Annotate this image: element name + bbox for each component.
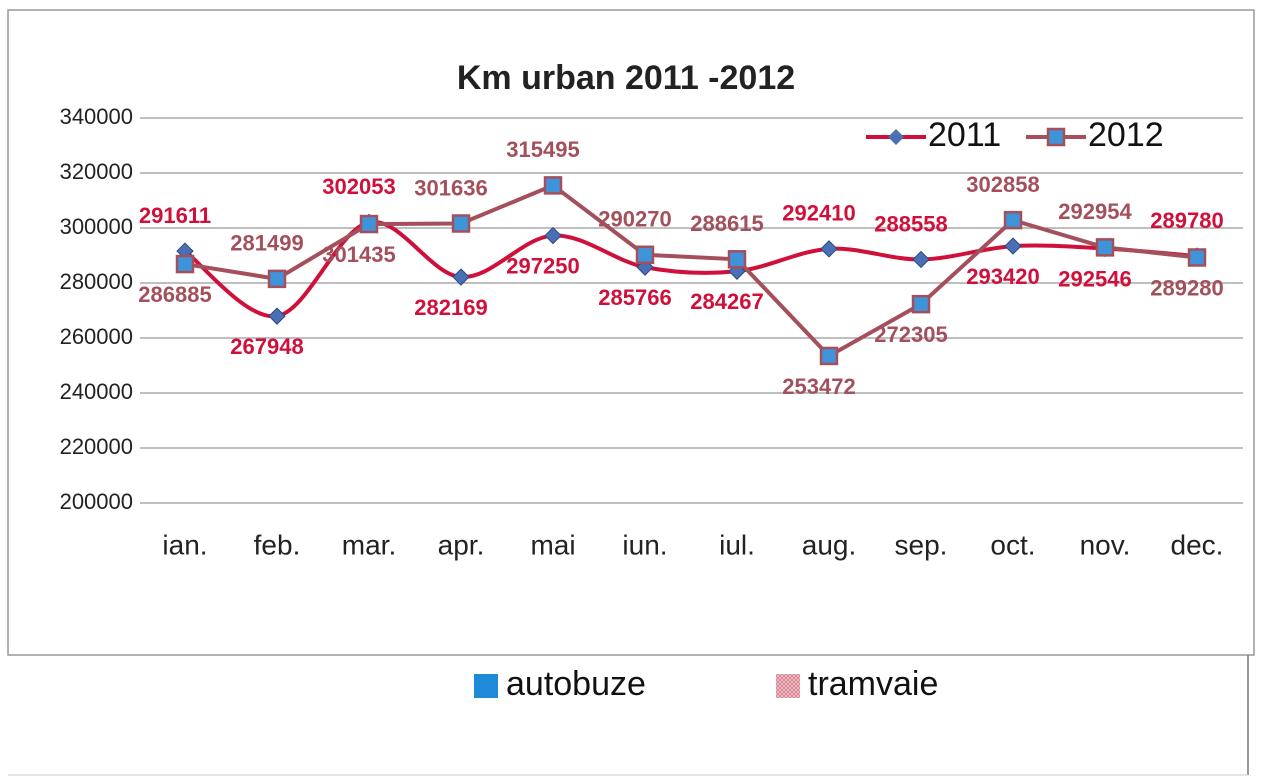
marker (359, 214, 379, 234)
marker (636, 258, 654, 276)
legend-swatch (474, 674, 498, 698)
marker (820, 240, 838, 258)
marker (1187, 248, 1207, 267)
data-label: 284267 (690, 289, 763, 314)
marker (543, 176, 563, 195)
data-label: 297250 (506, 253, 579, 278)
marker (911, 294, 931, 314)
legend-swatch (776, 674, 800, 698)
data-label: 315495 (506, 137, 579, 162)
x-tick-label: feb. (254, 529, 301, 560)
x-tick-label: aug. (802, 529, 857, 560)
data-label: 286885 (138, 282, 211, 307)
data-label: 289780 (1150, 208, 1223, 233)
y-tick-label: 280000 (60, 269, 133, 294)
y-tick-label: 220000 (60, 434, 133, 459)
marker (267, 269, 287, 289)
data-label: 292546 (1058, 266, 1131, 291)
marker (1095, 238, 1115, 257)
y-tick-label: 260000 (60, 324, 133, 349)
data-label: 292954 (1058, 199, 1132, 224)
marker (452, 268, 470, 286)
legend-marker (888, 129, 904, 145)
y-tick-label: 340000 (60, 104, 133, 129)
x-tick-label: nov. (1080, 529, 1131, 560)
data-label: 288558 (874, 211, 947, 236)
legend-marker (1046, 127, 1066, 147)
marker (912, 250, 930, 269)
chart-title: Km urban 2011 -2012 (457, 59, 795, 97)
x-tick-label: iul. (719, 529, 755, 560)
x-tick-label: apr. (438, 529, 485, 560)
data-label: 285766 (598, 285, 671, 310)
marker (635, 245, 655, 265)
marker (268, 307, 286, 325)
x-tick-label: oct. (990, 529, 1035, 560)
marker (175, 254, 195, 274)
data-label: 267948 (230, 334, 303, 359)
marker (451, 214, 471, 233)
x-tick-label: mai (530, 529, 575, 560)
x-tick-label: iun. (622, 529, 667, 560)
x-tick-label: sep. (895, 529, 948, 560)
x-tick-label: dec. (1171, 529, 1224, 560)
marker (727, 250, 747, 269)
data-label: 272305 (874, 322, 947, 347)
legend-label: 2011 (928, 116, 1001, 154)
data-label: 292410 (782, 201, 855, 226)
legend-label: tramvaie (808, 665, 938, 703)
data-label: 301435 (322, 242, 395, 267)
y-tick-label: 200000 (60, 489, 133, 514)
data-label: 253472 (782, 374, 855, 399)
marker (1003, 210, 1023, 230)
x-tick-label: ian. (162, 529, 207, 560)
legend-label: 2012 (1088, 116, 1164, 154)
y-tick-label: 240000 (60, 379, 133, 404)
legend-label: autobuze (506, 665, 646, 703)
data-label: 290270 (598, 207, 671, 232)
data-label: 289280 (1150, 275, 1223, 300)
data-label: 293420 (966, 264, 1039, 289)
data-label: 281499 (230, 231, 303, 256)
x-tick-label: mar. (342, 529, 396, 560)
marker (544, 226, 562, 245)
y-tick-label: 320000 (60, 159, 133, 184)
data-label: 291611 (139, 203, 211, 228)
y-tick-label: 300000 (60, 214, 133, 239)
data-label: 282169 (414, 295, 487, 320)
data-label: 302858 (966, 172, 1039, 197)
data-label: 301636 (414, 175, 487, 200)
data-label: 302053 (322, 174, 395, 199)
marker (1004, 237, 1022, 255)
marker (819, 346, 839, 366)
data-label: 288615 (690, 211, 763, 236)
series-line (184, 183, 1198, 359)
